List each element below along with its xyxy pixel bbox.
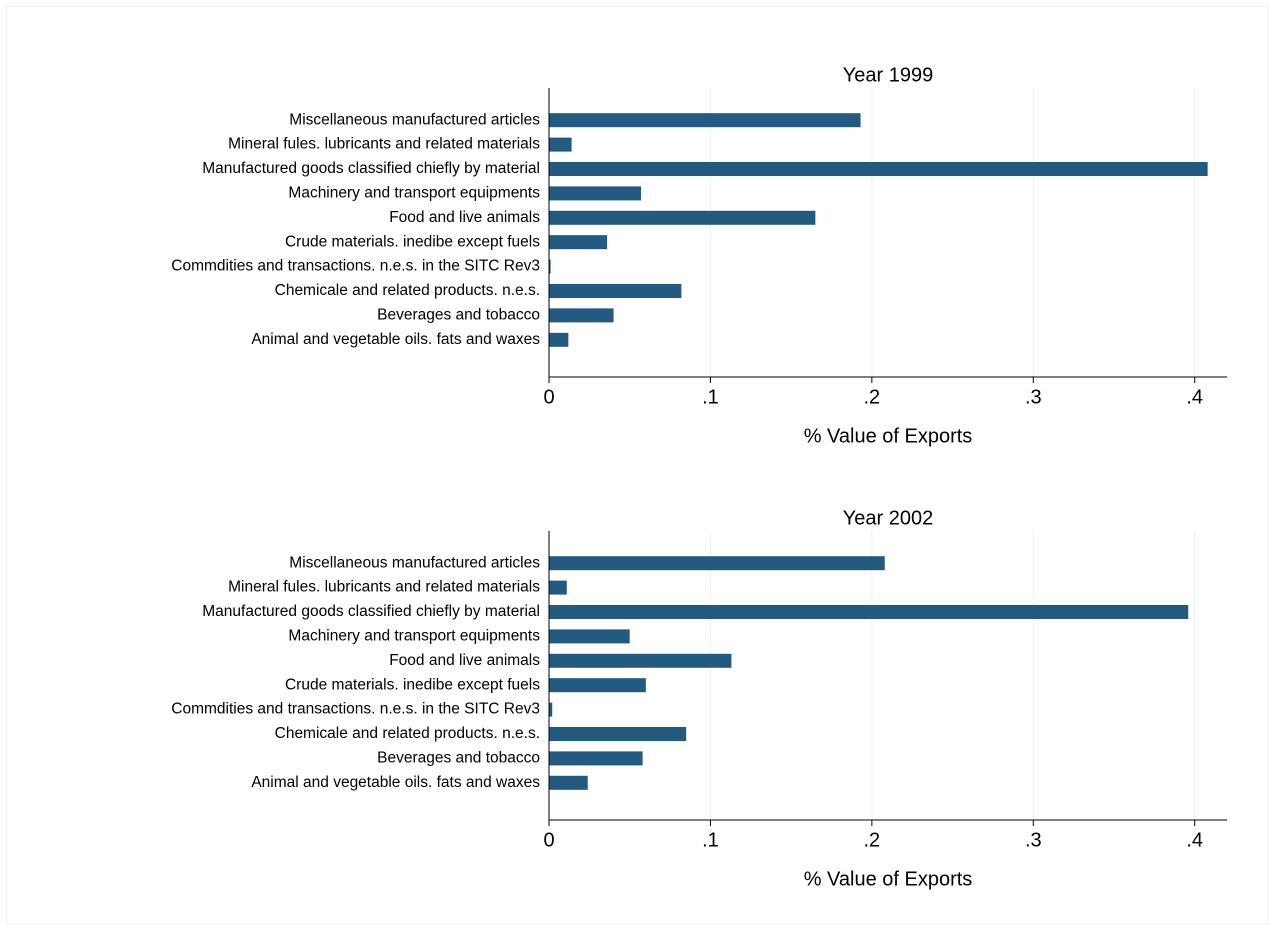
bar — [549, 702, 553, 717]
x-tick-label: 0 — [543, 829, 554, 851]
y-tick-label: Crude materials. inedibe except fuels — [285, 233, 540, 250]
y-tick-label: Machinery and transport equipments — [288, 184, 540, 201]
x-tick-label: .4 — [1186, 829, 1203, 851]
bar — [549, 137, 572, 152]
x-tick-label: .1 — [702, 829, 719, 851]
bar — [549, 259, 551, 274]
y-tick-label: Miscellaneous manufactured articles — [289, 111, 540, 128]
y-tick-label: Beverages and tobacco — [377, 306, 540, 323]
x-tick-label: .3 — [1025, 386, 1042, 408]
y-tick-label: Manufactured goods classified chiefly by… — [202, 160, 540, 177]
y-tick-label: Machinery and transport equipments — [288, 627, 540, 644]
y-tick-label: Commdities and transactions. n.e.s. in t… — [171, 258, 540, 275]
x-axis-title: % Value of Exports — [804, 868, 973, 890]
chart-title: Year 1999 — [843, 64, 933, 86]
bar — [549, 284, 682, 298]
y-tick-label: Food and live animals — [389, 652, 540, 669]
y-tick-label: Animal and vegetable oils. fats and waxe… — [251, 774, 540, 791]
x-tick-label: .1 — [702, 386, 719, 408]
bar — [549, 605, 1189, 619]
bar — [549, 580, 567, 595]
y-tick-label: Chemicale and related products. n.e.s. — [275, 725, 540, 742]
bar — [549, 332, 569, 347]
y-tick-label: Chemicale and related products. n.e.s. — [275, 282, 540, 299]
y-tick-label: Crude materials. inedibe except fuels — [285, 676, 540, 693]
bar — [549, 162, 1208, 176]
y-tick-label: Mineral fules. lubricants and related ma… — [228, 579, 540, 596]
bar — [549, 629, 630, 644]
x-tick-label: .4 — [1186, 386, 1203, 408]
x-tick-label: .3 — [1025, 829, 1042, 851]
y-tick-label: Commdities and transactions. n.e.s. in t… — [171, 701, 540, 718]
chart-title: Year 2002 — [843, 507, 933, 529]
bar — [549, 556, 885, 571]
x-tick-label: 0 — [543, 386, 554, 408]
y-tick-label: Miscellaneous manufactured articles — [289, 554, 540, 571]
bar — [549, 308, 614, 323]
bar — [549, 751, 643, 766]
bar — [549, 235, 608, 250]
bar — [549, 113, 861, 128]
bar — [549, 186, 642, 201]
bar — [549, 678, 646, 693]
y-tick-label: Manufactured goods classified chiefly by… — [202, 603, 540, 620]
x-tick-label: .2 — [864, 829, 881, 851]
bar — [549, 210, 816, 225]
bar — [549, 653, 732, 668]
y-tick-label: Beverages and tobacco — [377, 749, 540, 766]
bar — [549, 727, 687, 741]
y-tick-label: Food and live animals — [389, 209, 540, 226]
x-tick-label: .2 — [864, 386, 881, 408]
frame — [6, 6, 1269, 925]
bar — [549, 775, 588, 790]
y-tick-label: Mineral fules. lubricants and related ma… — [228, 136, 540, 153]
x-axis-title: % Value of Exports — [804, 425, 973, 447]
y-tick-label: Animal and vegetable oils. fats and waxe… — [251, 331, 540, 348]
